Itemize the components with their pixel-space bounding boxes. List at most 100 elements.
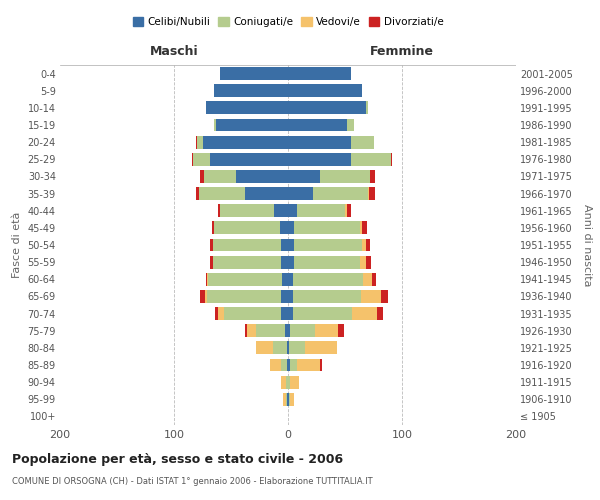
Bar [211, 238, 213, 252]
Bar [365, 256, 371, 268]
Bar [361, 290, 382, 303]
Bar [207, 273, 208, 285]
Bar [281, 290, 288, 303]
Bar [203, 170, 236, 183]
Y-axis label: Anni di nascita: Anni di nascita [583, 204, 592, 286]
Bar [288, 273, 293, 285]
Bar [288, 393, 289, 406]
Bar [205, 290, 207, 303]
Bar [288, 238, 294, 252]
Bar [245, 187, 288, 200]
Bar [287, 358, 288, 372]
Bar [290, 358, 297, 372]
Bar [283, 393, 286, 406]
Bar [283, 273, 288, 285]
Bar [338, 324, 344, 337]
Bar [211, 153, 288, 166]
Bar [290, 324, 316, 337]
Bar [206, 273, 207, 285]
Bar [350, 153, 391, 166]
Bar [288, 307, 293, 320]
Bar [286, 393, 287, 406]
Bar [281, 358, 287, 372]
Bar [214, 84, 288, 97]
Bar [362, 222, 367, 234]
Bar [212, 222, 214, 234]
Bar [370, 170, 374, 183]
Bar [214, 118, 216, 132]
Bar [206, 102, 288, 114]
Bar [289, 393, 290, 406]
Bar [305, 342, 337, 354]
Bar [236, 170, 288, 183]
Bar [256, 324, 284, 337]
Bar [368, 187, 369, 200]
Bar [288, 204, 297, 217]
Bar [273, 342, 287, 354]
Bar [362, 238, 365, 252]
Bar [288, 358, 290, 372]
Bar [320, 358, 322, 372]
Text: Femmine: Femmine [370, 45, 434, 58]
Text: Maschi: Maschi [149, 45, 199, 58]
Text: COMUNE DI ORSOGNA (CH) - Dati ISTAT 1° gennaio 2006 - Elaborazione TUTTITALIA.IT: COMUNE DI ORSOGNA (CH) - Dati ISTAT 1° g… [12, 478, 373, 486]
Bar [288, 222, 294, 234]
Bar [208, 273, 283, 285]
Bar [224, 307, 281, 320]
Bar [211, 256, 213, 268]
Legend: Celibi/Nubili, Coniugati/e, Vedovi/e, Divorziati/e: Celibi/Nubili, Coniugati/e, Vedovi/e, Di… [128, 12, 448, 31]
Bar [290, 376, 299, 388]
Bar [197, 136, 203, 148]
Bar [288, 102, 365, 114]
Bar [281, 238, 288, 252]
Bar [274, 204, 288, 217]
Bar [316, 324, 338, 337]
Bar [245, 324, 247, 337]
Bar [288, 67, 350, 80]
Bar [293, 290, 361, 303]
Bar [320, 170, 370, 183]
Bar [350, 136, 373, 148]
Bar [193, 153, 211, 166]
Bar [313, 187, 368, 200]
Bar [203, 136, 288, 148]
Bar [365, 102, 368, 114]
Bar [377, 307, 383, 320]
Bar [297, 358, 320, 372]
Y-axis label: Fasce di età: Fasce di età [12, 212, 22, 278]
Bar [247, 324, 256, 337]
Bar [293, 307, 352, 320]
Bar [199, 187, 245, 200]
Bar [207, 290, 281, 303]
Bar [196, 136, 197, 148]
Bar [200, 170, 203, 183]
Bar [297, 204, 345, 217]
Bar [196, 187, 199, 200]
Bar [288, 342, 289, 354]
Text: Popolazione per età, sesso e stato civile - 2006: Popolazione per età, sesso e stato civil… [12, 452, 343, 466]
Bar [288, 118, 347, 132]
Bar [369, 187, 374, 200]
Bar [360, 222, 362, 234]
Bar [286, 376, 288, 388]
Bar [213, 238, 281, 252]
Bar [293, 273, 363, 285]
Bar [290, 393, 294, 406]
Bar [220, 67, 288, 80]
Bar [288, 136, 350, 148]
Bar [347, 118, 354, 132]
Bar [288, 187, 313, 200]
Bar [281, 376, 286, 388]
Bar [216, 118, 288, 132]
Bar [294, 256, 360, 268]
Bar [220, 204, 274, 217]
Bar [288, 170, 320, 183]
Bar [287, 342, 288, 354]
Bar [218, 307, 224, 320]
Bar [288, 376, 290, 388]
Bar [215, 307, 218, 320]
Bar [288, 84, 362, 97]
Bar [288, 290, 293, 303]
Bar [218, 204, 220, 217]
Bar [347, 204, 351, 217]
